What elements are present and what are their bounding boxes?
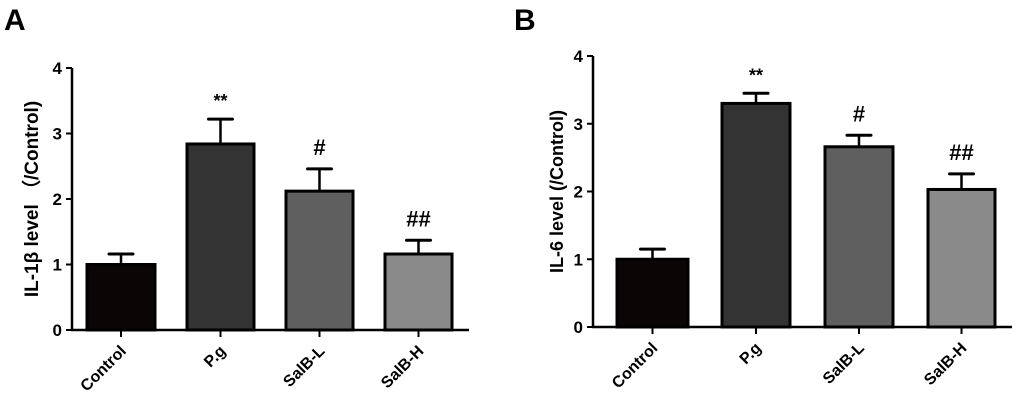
y-tick-label: 2 — [574, 183, 583, 202]
chart-panel-a: A 0 1 2 3 4 IL-1β level （/Control) Control P.g **… — [4, 4, 469, 395]
x-tick-label: P.g — [201, 343, 229, 371]
bar-salb-l — [284, 189, 355, 332]
y-tick-label: 3 — [574, 115, 583, 134]
bar-p-g — [185, 142, 256, 332]
bar-salb-h — [383, 252, 454, 332]
x-tick-label: SalB-H — [378, 343, 427, 392]
significance-marker: # — [313, 135, 325, 160]
panel-label: A — [4, 4, 26, 37]
bar-salb-h — [926, 187, 997, 329]
significance-marker: ** — [213, 91, 227, 111]
y-tick-label: 0 — [574, 318, 583, 337]
bar-salb-l — [823, 145, 895, 329]
bar-control — [615, 257, 690, 329]
significance-marker: ** — [749, 65, 763, 85]
y-tick-label: 3 — [53, 125, 62, 144]
x-tick-label: SalB-H — [921, 340, 970, 389]
x-tick-label: SalB-L — [820, 340, 868, 388]
chart-panel-b: B 0 1 2 3 4 IL-6 level (/Control) Control P.g ** S… — [514, 4, 1012, 392]
y-tick-label: 4 — [574, 47, 584, 66]
x-tick-label: P.g — [737, 340, 765, 368]
y-tick-label: 4 — [53, 59, 63, 78]
y-tick-label: 0 — [53, 321, 62, 340]
significance-marker: # — [853, 101, 865, 126]
y-axis-label: IL-6 level (/Control) — [547, 110, 567, 273]
y-axis-label: IL-1β level （/Control) — [20, 101, 43, 297]
x-tick-label: Control — [609, 340, 661, 392]
x-tick-label: SalB-L — [280, 343, 328, 391]
bar-control — [85, 263, 157, 332]
panel-label: B — [514, 4, 536, 37]
y-tick-label: 1 — [53, 256, 62, 275]
significance-marker: ## — [406, 206, 430, 231]
y-tick-label: 1 — [574, 250, 583, 269]
bar-p-g — [720, 101, 792, 329]
y-tick-label: 2 — [53, 190, 62, 209]
x-tick-label: Control — [78, 343, 130, 395]
significance-marker: ## — [949, 140, 973, 165]
